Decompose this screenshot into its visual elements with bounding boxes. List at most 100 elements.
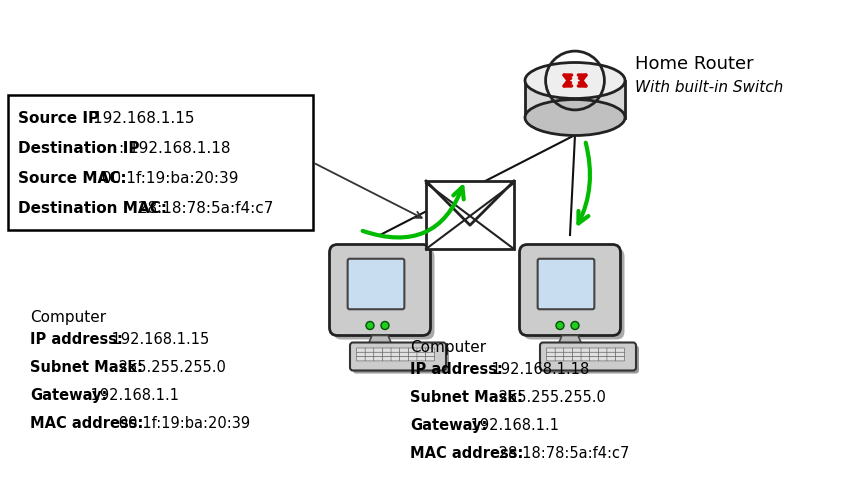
FancyBboxPatch shape	[8, 95, 313, 230]
FancyBboxPatch shape	[383, 352, 391, 357]
Text: Gateway:: Gateway:	[30, 388, 108, 403]
Text: With built-in Switch: With built-in Switch	[635, 80, 783, 95]
FancyBboxPatch shape	[598, 348, 607, 352]
Polygon shape	[556, 336, 584, 350]
Text: Subnet Mask:: Subnet Mask:	[410, 390, 523, 405]
FancyBboxPatch shape	[607, 352, 616, 357]
FancyBboxPatch shape	[330, 245, 431, 336]
Text: IP address:: IP address:	[410, 362, 503, 377]
FancyBboxPatch shape	[598, 352, 607, 357]
FancyBboxPatch shape	[540, 343, 636, 371]
Text: 192.168.1.1: 192.168.1.1	[86, 388, 179, 403]
FancyBboxPatch shape	[408, 348, 417, 352]
FancyBboxPatch shape	[607, 356, 616, 361]
FancyBboxPatch shape	[365, 356, 374, 361]
Text: Destination IP: Destination IP	[18, 141, 140, 156]
FancyBboxPatch shape	[537, 259, 595, 309]
Text: : 192.168.1.15: : 192.168.1.15	[82, 111, 194, 126]
FancyBboxPatch shape	[357, 356, 366, 361]
FancyBboxPatch shape	[417, 356, 426, 361]
FancyBboxPatch shape	[391, 348, 400, 352]
FancyBboxPatch shape	[365, 352, 374, 357]
FancyBboxPatch shape	[399, 348, 409, 352]
FancyBboxPatch shape	[373, 348, 383, 352]
FancyBboxPatch shape	[426, 352, 435, 357]
FancyBboxPatch shape	[408, 356, 417, 361]
FancyBboxPatch shape	[417, 348, 426, 352]
FancyBboxPatch shape	[590, 356, 599, 361]
FancyBboxPatch shape	[607, 348, 616, 352]
FancyBboxPatch shape	[616, 356, 625, 361]
FancyBboxPatch shape	[399, 356, 409, 361]
FancyBboxPatch shape	[555, 356, 564, 361]
Text: MAC address:: MAC address:	[410, 446, 523, 461]
FancyBboxPatch shape	[383, 356, 391, 361]
FancyBboxPatch shape	[426, 348, 435, 352]
Polygon shape	[426, 181, 514, 249]
Text: Computer: Computer	[410, 340, 486, 355]
FancyBboxPatch shape	[417, 352, 426, 357]
FancyBboxPatch shape	[555, 348, 564, 352]
Text: 255.255.255.0: 255.255.255.0	[114, 360, 226, 375]
FancyBboxPatch shape	[373, 356, 383, 361]
Text: MAC address:: MAC address:	[30, 416, 143, 431]
FancyBboxPatch shape	[616, 352, 625, 357]
Text: Source IP: Source IP	[18, 111, 99, 126]
FancyBboxPatch shape	[573, 348, 581, 352]
FancyBboxPatch shape	[383, 348, 391, 352]
FancyBboxPatch shape	[408, 352, 417, 357]
FancyBboxPatch shape	[334, 248, 435, 340]
FancyBboxPatch shape	[350, 343, 446, 371]
FancyBboxPatch shape	[581, 348, 590, 352]
FancyBboxPatch shape	[357, 352, 366, 357]
FancyBboxPatch shape	[598, 356, 607, 361]
Text: 00:1f:19:ba:20:39: 00:1f:19:ba:20:39	[98, 171, 239, 186]
FancyBboxPatch shape	[547, 352, 556, 357]
FancyBboxPatch shape	[347, 259, 405, 309]
FancyBboxPatch shape	[590, 352, 599, 357]
FancyBboxPatch shape	[373, 352, 383, 357]
FancyBboxPatch shape	[547, 356, 556, 361]
Text: 28:18:78:5a:f4:c7: 28:18:78:5a:f4:c7	[133, 201, 273, 216]
Text: : 192.168.1.18: : 192.168.1.18	[119, 141, 230, 156]
Text: 192.168.1.1: 192.168.1.1	[466, 418, 559, 433]
FancyBboxPatch shape	[563, 352, 573, 357]
FancyBboxPatch shape	[391, 356, 400, 361]
FancyBboxPatch shape	[357, 348, 366, 352]
Text: IP address:: IP address:	[30, 332, 123, 347]
Polygon shape	[366, 336, 394, 350]
FancyBboxPatch shape	[523, 248, 625, 340]
Ellipse shape	[525, 63, 625, 99]
Text: 192.168.1.15: 192.168.1.15	[107, 332, 209, 347]
Text: Subnet Mask:: Subnet Mask:	[30, 360, 143, 375]
Text: Destination MAC:: Destination MAC:	[18, 201, 167, 216]
Circle shape	[571, 321, 579, 329]
FancyBboxPatch shape	[543, 346, 639, 374]
FancyBboxPatch shape	[581, 352, 590, 357]
Circle shape	[381, 321, 389, 329]
FancyBboxPatch shape	[365, 348, 374, 352]
Text: 00:1f:19:ba:20:39: 00:1f:19:ba:20:39	[114, 416, 250, 431]
Polygon shape	[525, 80, 625, 117]
Text: 28:18:78:5a:f4:c7: 28:18:78:5a:f4:c7	[494, 446, 629, 461]
FancyBboxPatch shape	[616, 348, 625, 352]
FancyBboxPatch shape	[590, 348, 599, 352]
Circle shape	[556, 321, 564, 329]
FancyBboxPatch shape	[426, 356, 435, 361]
FancyBboxPatch shape	[563, 356, 573, 361]
Text: Computer: Computer	[30, 310, 106, 325]
FancyBboxPatch shape	[391, 352, 400, 357]
Circle shape	[366, 321, 374, 329]
FancyBboxPatch shape	[547, 348, 556, 352]
Text: Gateway:: Gateway:	[410, 418, 488, 433]
FancyBboxPatch shape	[520, 245, 621, 336]
FancyBboxPatch shape	[581, 356, 590, 361]
Text: 192.168.1.18: 192.168.1.18	[487, 362, 590, 377]
FancyBboxPatch shape	[573, 352, 581, 357]
FancyBboxPatch shape	[573, 356, 581, 361]
FancyBboxPatch shape	[563, 348, 573, 352]
Text: 255.255.255.0: 255.255.255.0	[494, 390, 606, 405]
Text: Source MAC:: Source MAC:	[18, 171, 127, 186]
Ellipse shape	[525, 100, 625, 136]
Text: Home Router: Home Router	[635, 55, 754, 73]
